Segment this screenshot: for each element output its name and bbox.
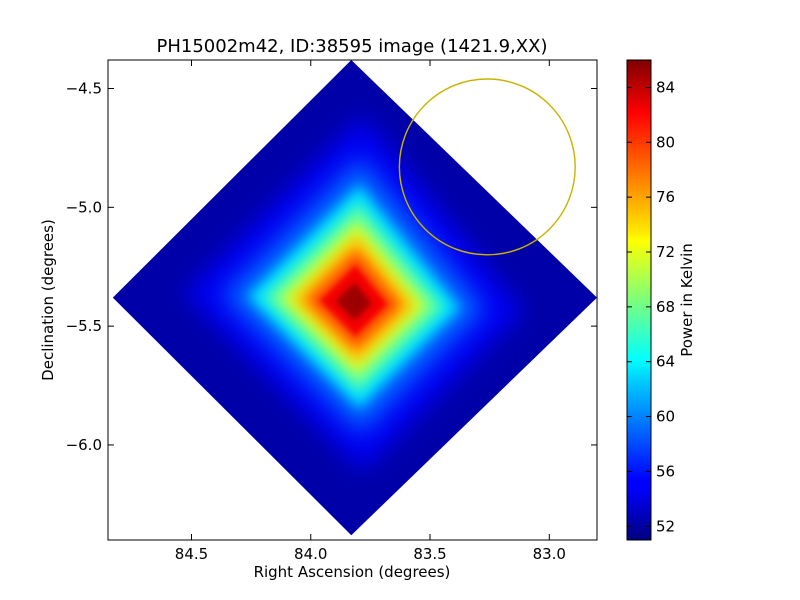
y-axis-ticks: −4.5 −5.0 −5.5 −6.0 [66, 80, 597, 454]
heatmap-level-85 [335, 282, 372, 321]
x-tick-label: 83.0 [533, 545, 566, 563]
x-tick-label: 83.5 [413, 545, 446, 563]
plot-frame [107, 59, 598, 541]
colorbar-tick-label: 68 [656, 298, 675, 316]
colorbar [626, 59, 652, 541]
y-tick-label: −6.0 [66, 436, 102, 454]
y-tick-label: −5.0 [66, 198, 102, 216]
colorbar-tick-label: 84 [656, 78, 675, 96]
y-tick-label: −5.5 [66, 317, 102, 335]
x-tick-label: 84.5 [175, 545, 208, 563]
y-axis-label: Declination (degrees) [39, 219, 57, 381]
y-tick-label: −4.5 [66, 80, 102, 98]
colorbar-tick-label: 60 [656, 408, 675, 426]
annotation-circle [398, 78, 576, 256]
colorbar-tick-label: 80 [656, 133, 675, 151]
colorbar-label: Power in Kelvin [678, 243, 696, 357]
colorbar-tick-label: 72 [656, 243, 675, 261]
colorbar-ticks: 52 56 60 64 68 72 76 80 84 [627, 78, 675, 535]
colorbar-tick-label: 76 [656, 188, 675, 206]
colorbar-tick-label: 56 [656, 462, 675, 480]
x-axis-label: Right Ascension (degrees) [254, 563, 451, 581]
chart-title: PH15002m42, ID:38595 image (1421.9,XX) [157, 36, 548, 57]
x-tick-label: 84.0 [294, 545, 327, 563]
colorbar-tick-label: 52 [656, 517, 675, 535]
x-axis-ticks: 84.5 84.0 83.5 83.0 [175, 60, 566, 563]
colorbar-tick-label: 64 [656, 353, 675, 371]
